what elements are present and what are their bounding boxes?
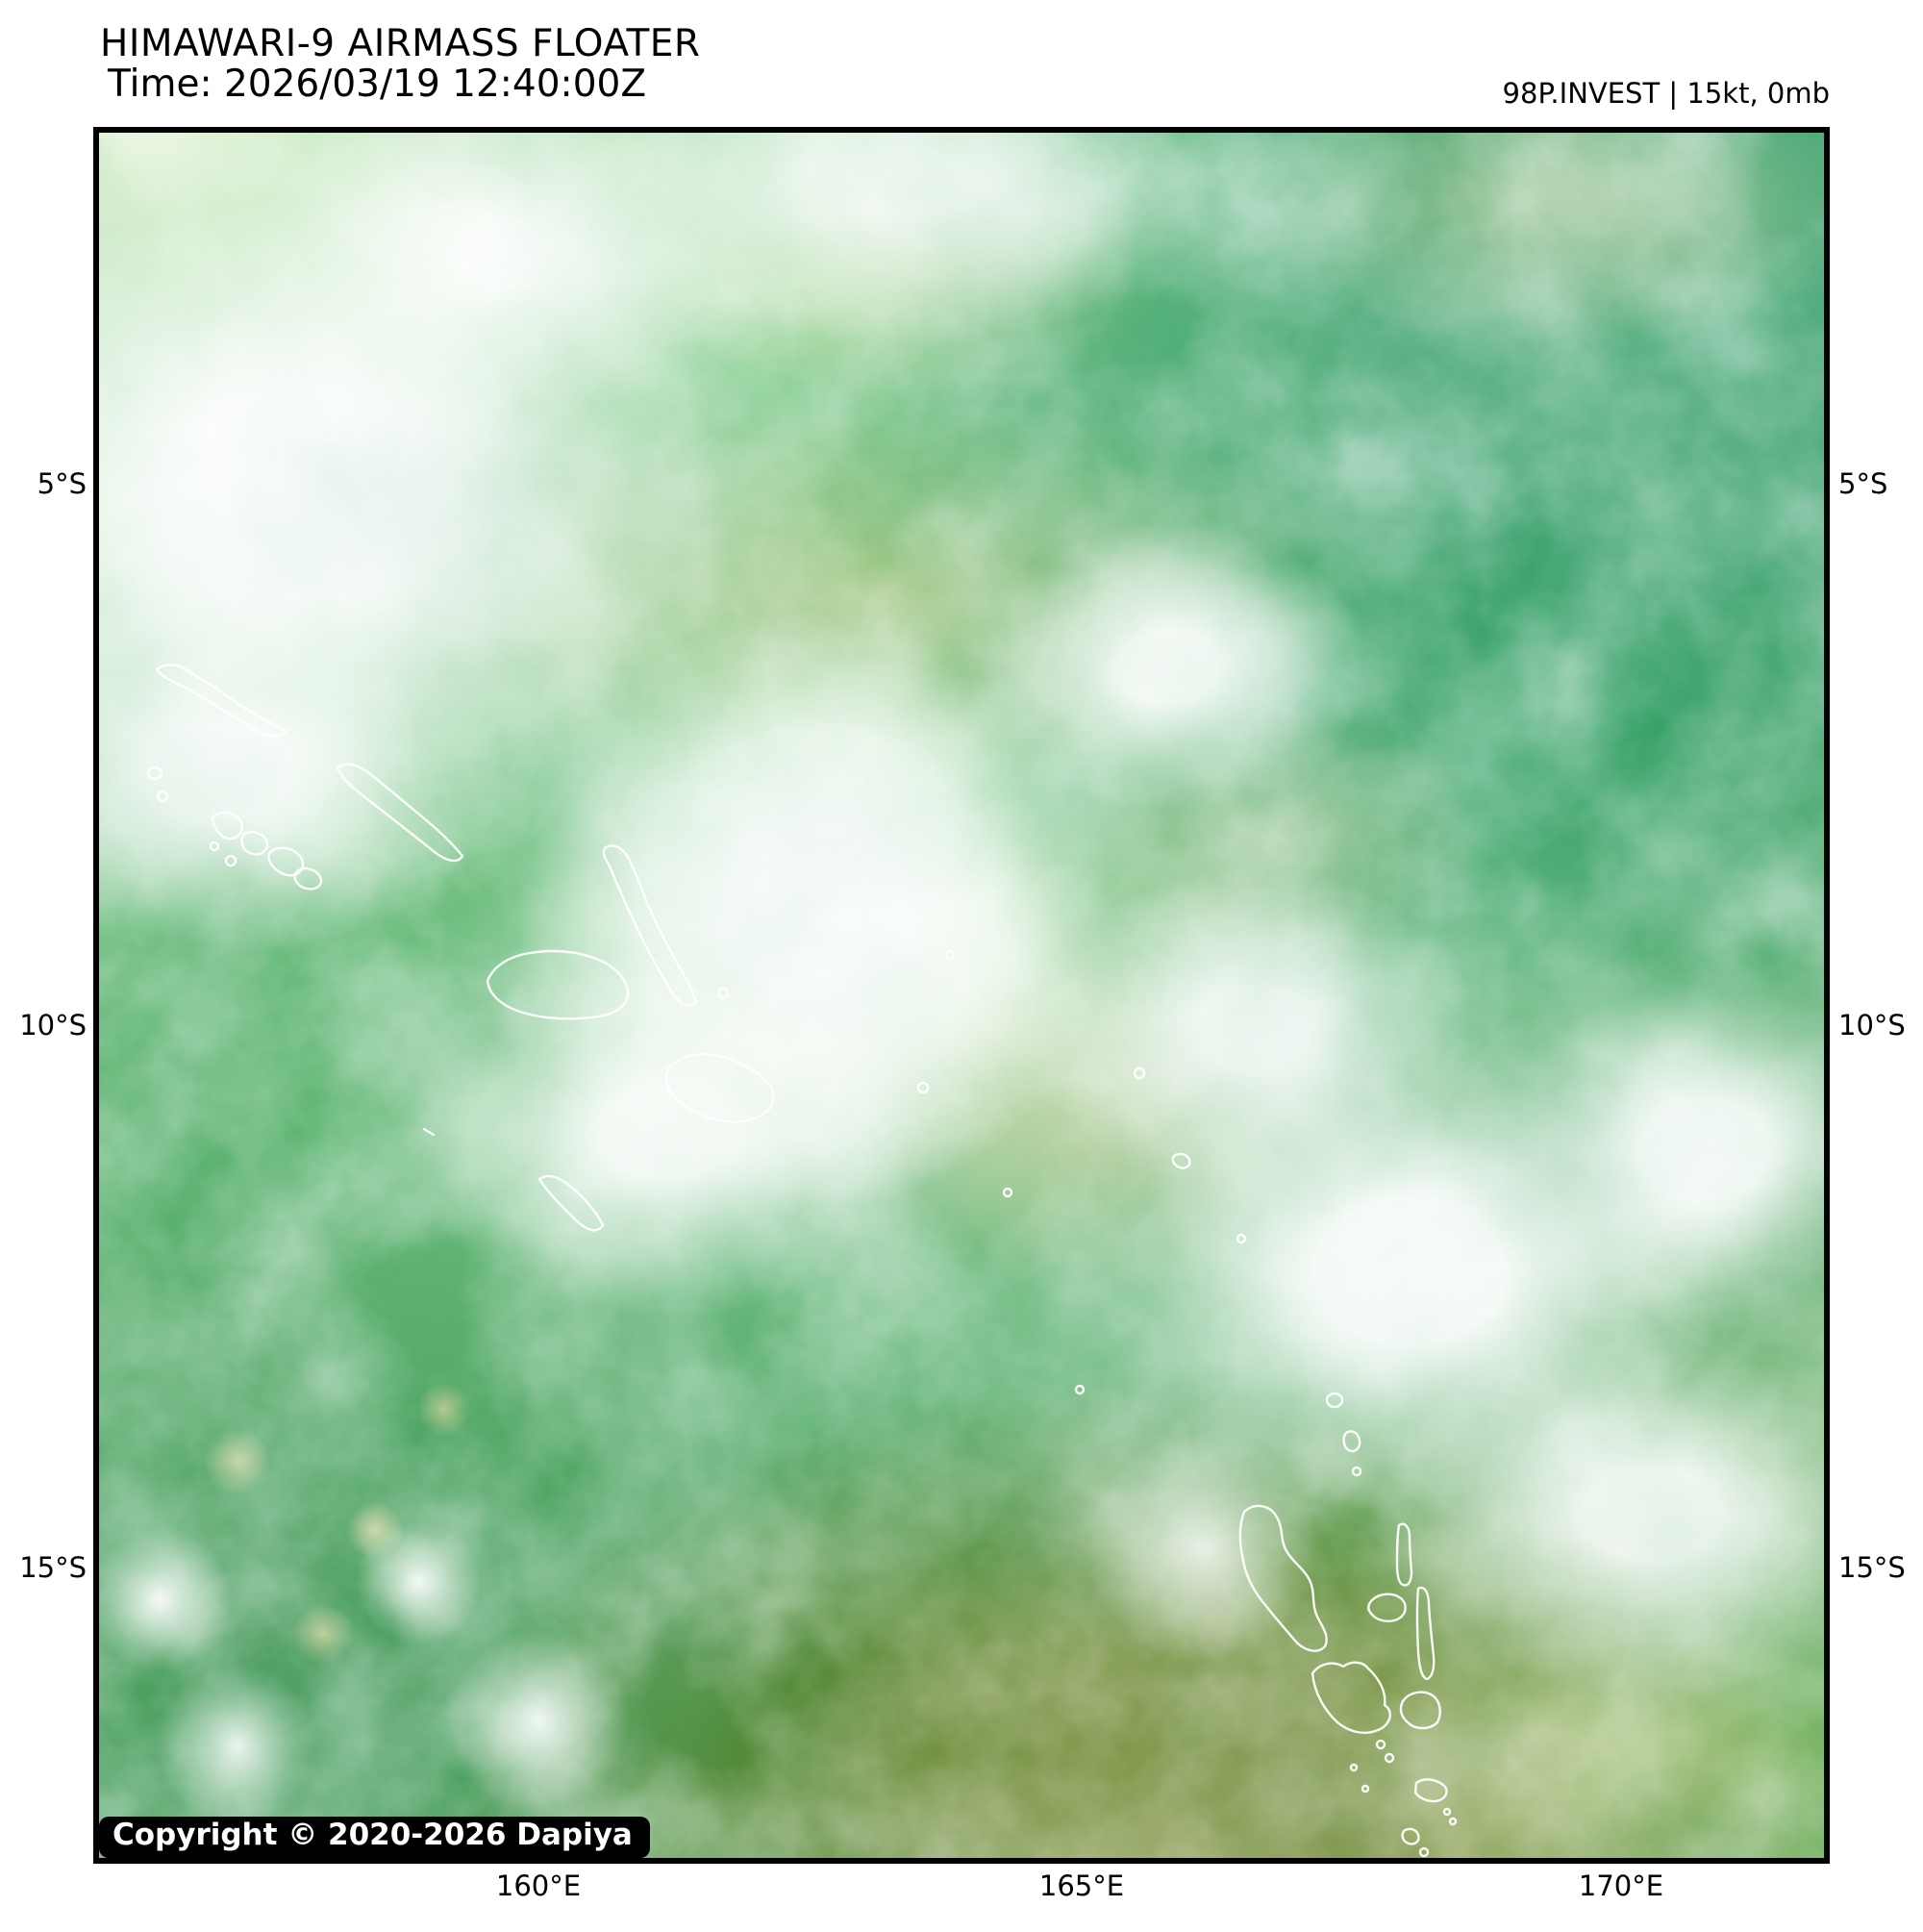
lat-label-10s-right: 10°S xyxy=(1838,1009,1906,1041)
lon-label-165e: 165°E xyxy=(1038,1869,1125,1902)
island-outlines xyxy=(146,664,1458,1858)
storm-info: 98P.INVEST | 15kt, 0mb xyxy=(1502,77,1830,110)
lat-label-5s-right: 5°S xyxy=(1838,467,1888,500)
lon-label-170e: 170°E xyxy=(1578,1869,1664,1902)
lat-label-5s-left: 5°S xyxy=(37,467,87,500)
lat-label-15s-right: 15°S xyxy=(1838,1551,1906,1584)
coastline-overlay xyxy=(146,664,1458,1858)
page-title: HIMAWARI-9 AIRMASS FLOATER xyxy=(100,22,701,65)
lat-label-15s-left: 15°S xyxy=(19,1551,87,1584)
satellite-map: Copyright © 2020-2026 Dapiya xyxy=(93,127,1830,1864)
timestamp: Time: 2026/03/19 12:40:00Z xyxy=(108,63,647,106)
copyright-badge: Copyright © 2020-2026 Dapiya xyxy=(99,1817,650,1858)
lon-label-160e: 160°E xyxy=(495,1869,582,1902)
lat-label-10s-left: 10°S xyxy=(19,1009,87,1041)
cloud-texture-overlay xyxy=(99,133,1824,1858)
